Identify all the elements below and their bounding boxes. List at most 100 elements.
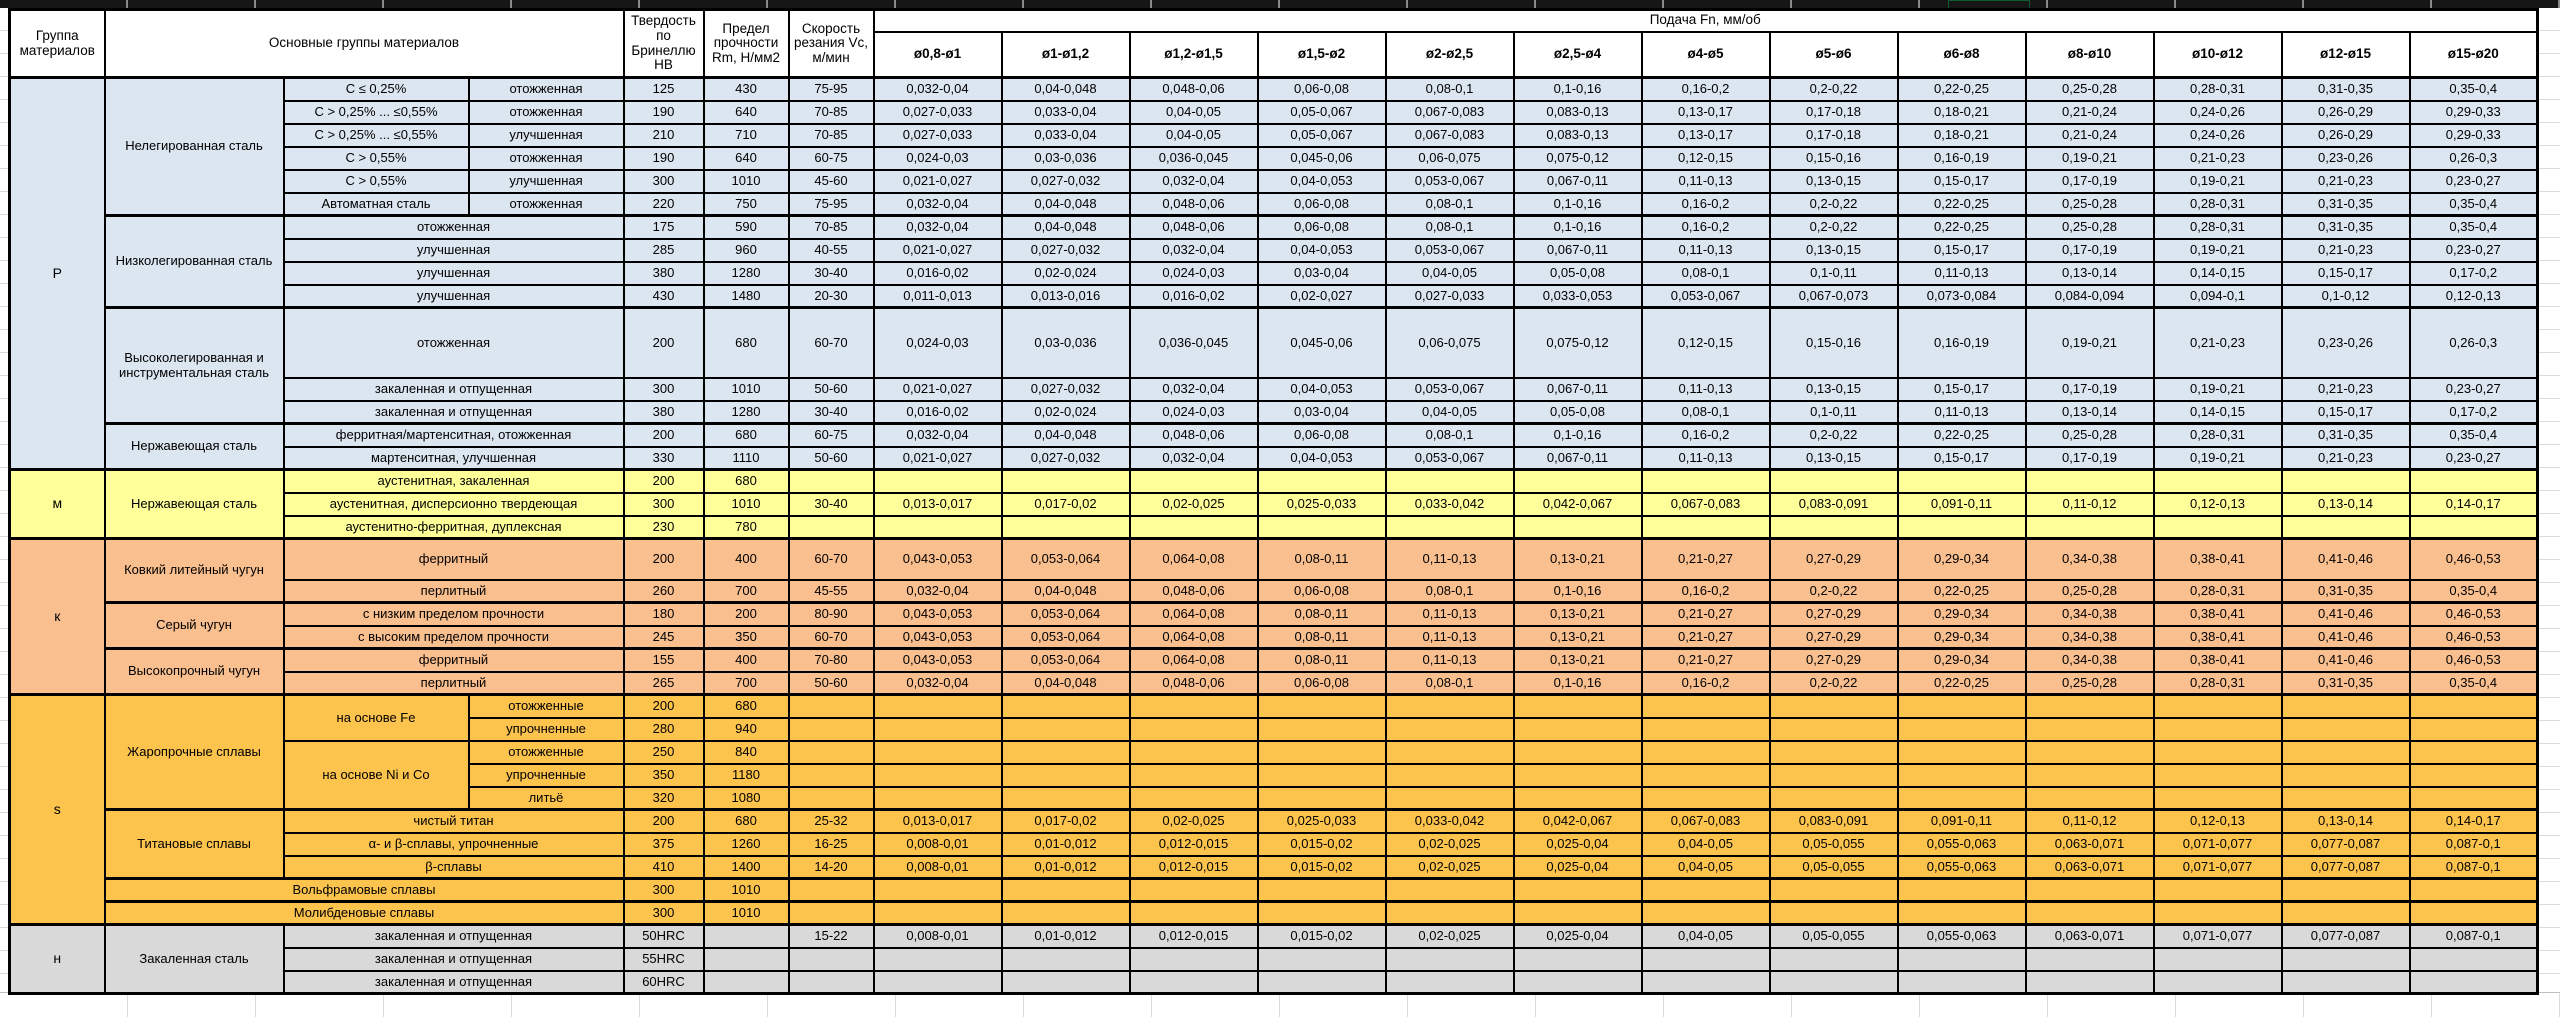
feed-value-cell[interactable]: 0,25-0,28: [2024, 191, 2155, 217]
feed-value-cell[interactable]: 0,25-0,28: [2024, 670, 2155, 696]
feed-value-cell[interactable]: 0,04-0,053: [1256, 445, 1387, 471]
feed-value-cell[interactable]: [1128, 969, 1259, 995]
feed-value-cell[interactable]: 0,23-0,27: [2408, 445, 2539, 471]
feed-value-cell[interactable]: [2152, 468, 2283, 494]
feed-value-cell[interactable]: 0,06-0,075: [1384, 145, 1515, 171]
feed-value-cell[interactable]: [1256, 739, 1387, 765]
feed-value-cell[interactable]: 0,22-0,25: [1896, 214, 2027, 240]
cutting-speed-cell[interactable]: [787, 762, 875, 788]
feed-value-cell[interactable]: 0,08-0,1: [1384, 422, 1515, 448]
hardness-cell[interactable]: 380: [622, 260, 705, 286]
feed-value-cell[interactable]: 0,13-0,21: [1512, 601, 1643, 627]
tensile-strength-cell[interactable]: 960: [702, 237, 790, 263]
feed-value-cell[interactable]: 0,1-0,16: [1512, 670, 1643, 696]
hardness-cell[interactable]: 190: [622, 145, 705, 171]
feed-value-cell[interactable]: [1768, 739, 1899, 765]
material-subtype-cell[interactable]: перлитный: [282, 578, 625, 604]
feed-value-cell[interactable]: 0,053-0,067: [1384, 445, 1515, 471]
feed-value-cell[interactable]: 0,053-0,064: [1000, 647, 1131, 673]
feed-value-cell[interactable]: 0,41-0,46: [2280, 647, 2411, 673]
material-group-cell[interactable]: Ковкий литейный чугун: [103, 537, 285, 604]
feed-value-cell[interactable]: 0,017-0,02: [1000, 808, 1131, 834]
feed-value-cell[interactable]: 0,04-0,048: [1000, 214, 1131, 240]
tensile-strength-cell[interactable]: 1010: [702, 877, 790, 903]
material-subtype-cell[interactable]: ферритный: [282, 537, 625, 581]
feed-value-cell[interactable]: [1128, 785, 1259, 811]
feed-value-cell[interactable]: [872, 785, 1003, 811]
feed-value-cell[interactable]: [872, 514, 1003, 540]
hardness-cell[interactable]: 300: [622, 877, 705, 903]
feed-value-cell[interactable]: [1512, 969, 1643, 995]
feed-value-cell[interactable]: 0,063-0,071: [2024, 923, 2155, 949]
feed-value-cell[interactable]: 0,067-0,11: [1512, 445, 1643, 471]
feed-value-cell[interactable]: 0,29-0,34: [1896, 537, 2027, 581]
cutting-speed-cell[interactable]: 70-80: [787, 647, 875, 673]
feed-value-cell[interactable]: 0,032-0,04: [1128, 445, 1259, 471]
feed-value-cell[interactable]: 0,067-0,073: [1768, 283, 1899, 309]
feed-value-cell[interactable]: 0,11-0,12: [2024, 491, 2155, 517]
feed-value-cell[interactable]: [1896, 693, 2027, 719]
group-letter-cell[interactable]: н: [8, 923, 106, 995]
cutting-speed-cell[interactable]: [787, 693, 875, 719]
feed-value-cell[interactable]: 0,048-0,06: [1128, 670, 1259, 696]
feed-value-cell[interactable]: [1000, 762, 1131, 788]
material-subtype-cell[interactable]: отожженная: [282, 214, 625, 240]
feed-value-cell[interactable]: [1128, 877, 1259, 903]
feed-value-cell[interactable]: 0,045-0,06: [1256, 306, 1387, 379]
feed-value-cell[interactable]: [872, 739, 1003, 765]
feed-value-cell[interactable]: [2280, 785, 2411, 811]
feed-value-cell[interactable]: 0,055-0,063: [1896, 854, 2027, 880]
feed-value-cell[interactable]: [872, 900, 1003, 926]
feed-value-cell[interactable]: [1384, 900, 1515, 926]
feed-value-cell[interactable]: 0,08-0,11: [1256, 537, 1387, 581]
feed-value-cell[interactable]: 0,04-0,048: [1000, 422, 1131, 448]
feed-value-cell[interactable]: 0,015-0,02: [1256, 854, 1387, 880]
header-feed-diameter[interactable]: ø10-ø12: [2152, 30, 2283, 79]
feed-value-cell[interactable]: 0,28-0,31: [2152, 578, 2283, 604]
header-cutting-speed[interactable]: Скорость резания Vc, м/мин: [787, 8, 875, 79]
material-subtype-cell[interactable]: аустенитно-ферритная, дуплексная: [282, 514, 625, 540]
cutting-speed-cell[interactable]: 30-40: [787, 260, 875, 286]
feed-value-cell[interactable]: 0,2-0,22: [1768, 76, 1899, 102]
feed-value-cell[interactable]: 0,21-0,27: [1640, 537, 1771, 581]
feed-value-cell[interactable]: 0,22-0,25: [1896, 191, 2027, 217]
header-tensile-strength[interactable]: Предел прочности Rm, Н/мм2: [702, 8, 790, 79]
feed-value-cell[interactable]: [1768, 877, 1899, 903]
feed-value-cell[interactable]: [2280, 946, 2411, 972]
material-subtype-cell[interactable]: C > 0,25% ... ≤0,55%: [282, 122, 470, 148]
feed-value-cell[interactable]: 0,043-0,053: [872, 624, 1003, 650]
cutting-speed-cell[interactable]: 45-60: [787, 168, 875, 194]
feed-value-cell[interactable]: 0,1-0,12: [2280, 283, 2411, 309]
feed-value-cell[interactable]: 0,033-0,04: [1000, 122, 1131, 148]
feed-value-cell[interactable]: [2408, 785, 2539, 811]
feed-value-cell[interactable]: 0,064-0,08: [1128, 624, 1259, 650]
feed-value-cell[interactable]: 0,077-0,087: [2280, 923, 2411, 949]
hardness-cell[interactable]: 200: [622, 306, 705, 379]
feed-value-cell[interactable]: 0,13-0,21: [1512, 624, 1643, 650]
feed-value-cell[interactable]: 0,41-0,46: [2280, 624, 2411, 650]
feed-value-cell[interactable]: [2280, 900, 2411, 926]
cutting-speed-cell[interactable]: [787, 468, 875, 494]
feed-value-cell[interactable]: 0,008-0,01: [872, 923, 1003, 949]
feed-value-cell[interactable]: [1640, 969, 1771, 995]
hardness-cell[interactable]: 155: [622, 647, 705, 673]
hardness-cell[interactable]: 200: [622, 422, 705, 448]
tensile-strength-cell[interactable]: 680: [702, 693, 790, 719]
feed-value-cell[interactable]: 0,12-0,15: [1640, 306, 1771, 379]
feed-value-cell[interactable]: 0,04-0,05: [1128, 99, 1259, 125]
feed-value-cell[interactable]: 0,24-0,26: [2152, 122, 2283, 148]
feed-value-cell[interactable]: 0,053-0,067: [1384, 237, 1515, 263]
hardness-cell[interactable]: 220: [622, 191, 705, 217]
feed-value-cell[interactable]: 0,21-0,24: [2024, 122, 2155, 148]
feed-value-cell[interactable]: 0,23-0,26: [2280, 306, 2411, 379]
feed-value-cell[interactable]: [1512, 739, 1643, 765]
hardness-cell[interactable]: 280: [622, 716, 705, 742]
feed-value-cell[interactable]: [1768, 693, 1899, 719]
hardness-cell[interactable]: 50HRC: [622, 923, 705, 949]
feed-value-cell[interactable]: [2024, 785, 2155, 811]
feed-value-cell[interactable]: [1128, 468, 1259, 494]
material-subtype-cell[interactable]: C > 0,55%: [282, 145, 470, 171]
feed-value-cell[interactable]: 0,073-0,084: [1896, 283, 2027, 309]
tensile-strength-cell[interactable]: [702, 923, 790, 949]
feed-value-cell[interactable]: 0,31-0,35: [2280, 191, 2411, 217]
